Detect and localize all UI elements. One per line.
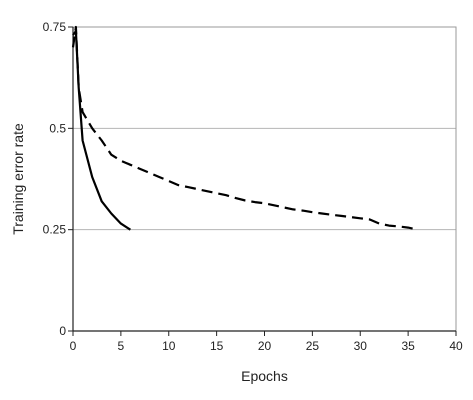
series-line-dashed [71,25,418,231]
x-tick-label-3: 15 [210,339,224,353]
y-tick-label-0: 0 [59,324,66,338]
x-axis-label: Epochs [241,368,288,384]
y-tick-label-3: 0.75 [43,20,67,34]
axes [68,26,457,336]
y-tick-label-2: 0.5 [49,121,66,135]
x-tick-label-0: 0 [70,339,77,353]
x-tick-label-2: 10 [162,339,176,353]
series-line-solid [72,30,131,231]
x-tick-label-5: 25 [306,339,320,353]
x-tick-label-1: 5 [118,339,125,353]
y-tick-label-1: 0.25 [43,223,67,237]
x-tick-label-4: 20 [258,339,272,353]
x-tick-label-8: 40 [449,339,463,353]
x-tick-label-7: 35 [401,339,415,353]
y-axis-label: Training error rate [10,123,26,235]
tick-labels: 0 0.25 0.5 0.75 0 5 10 15 20 25 30 35 40 [43,20,463,353]
data-series [71,25,418,231]
gridlines [73,26,456,231]
plot-area-border [72,26,457,332]
x-tick-label-6: 30 [354,339,368,353]
